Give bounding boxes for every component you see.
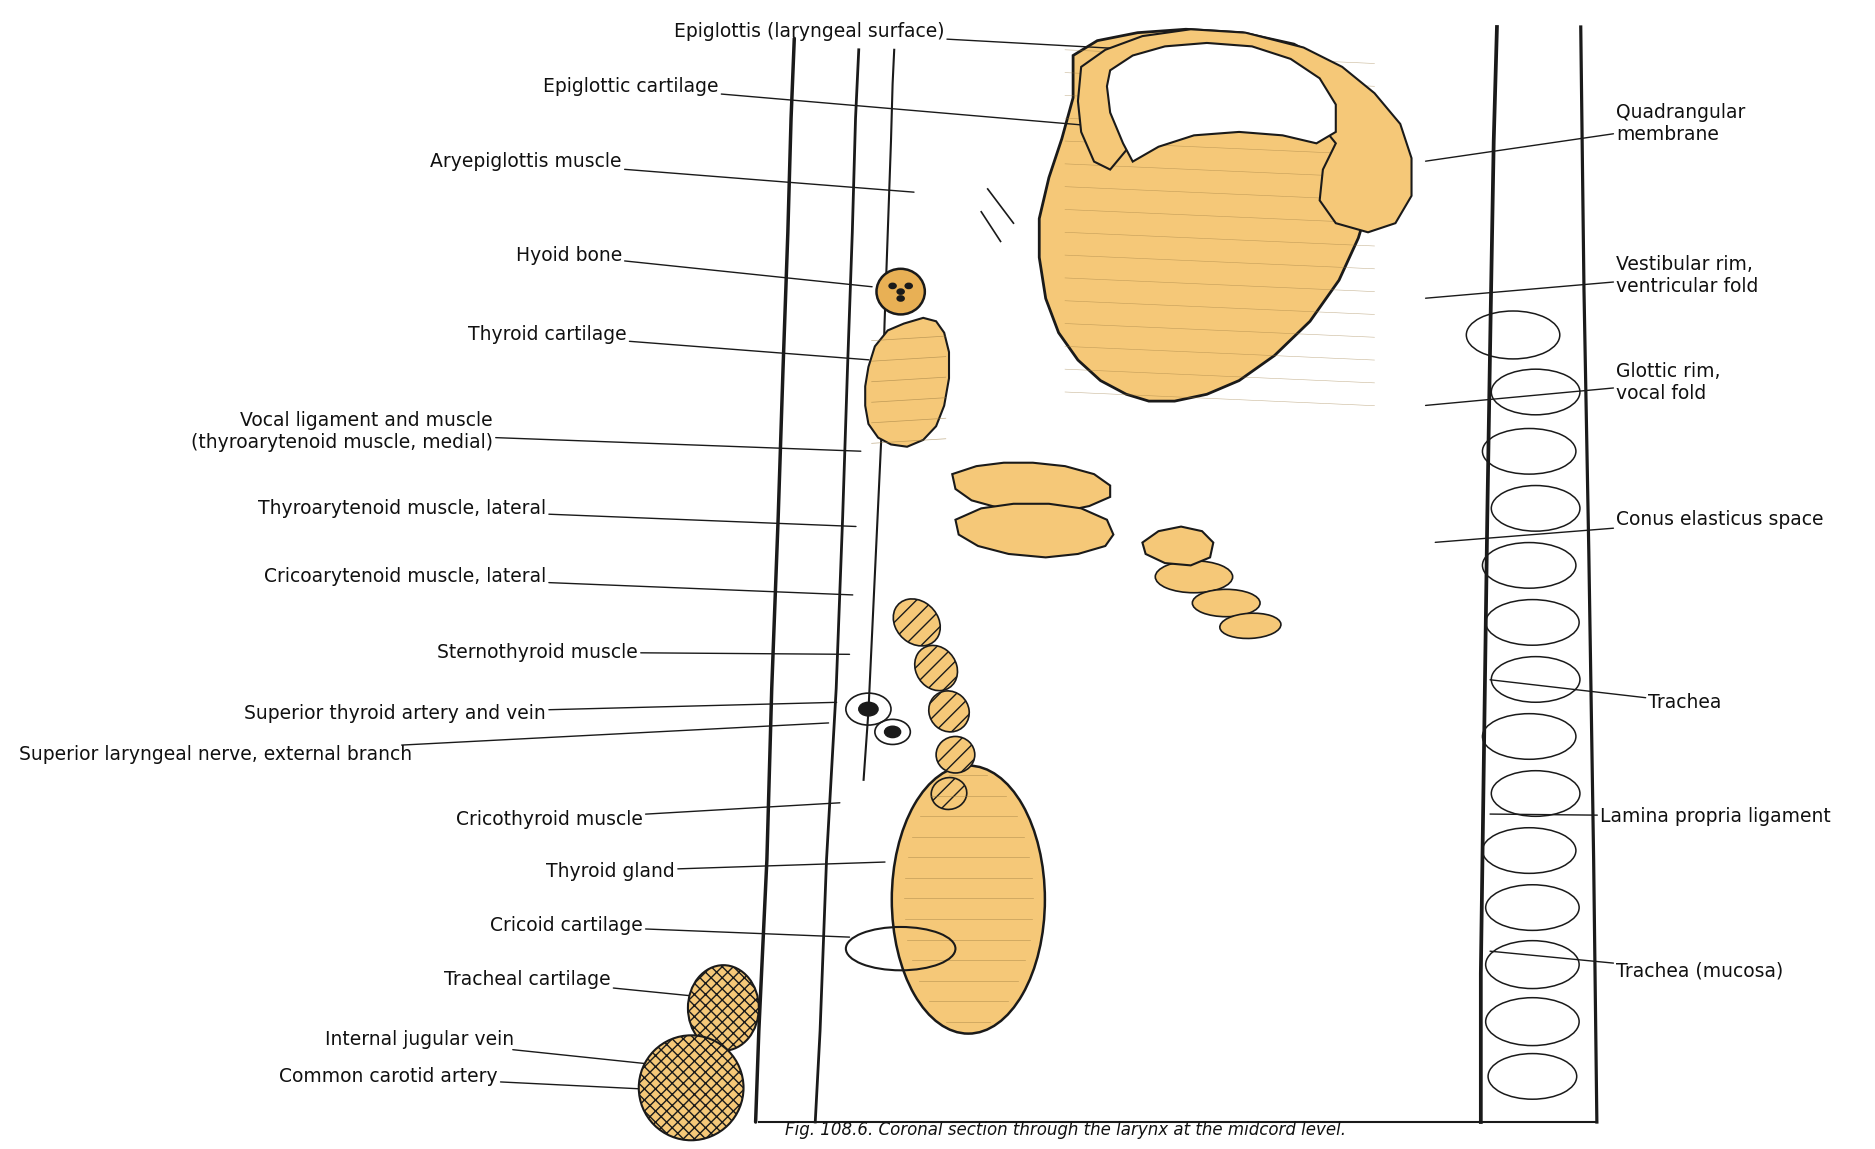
Polygon shape <box>1106 43 1335 162</box>
Text: Hyoid bone: Hyoid bone <box>516 246 872 287</box>
Text: Quadrangular
membrane: Quadrangular membrane <box>1425 103 1746 161</box>
Ellipse shape <box>915 646 958 691</box>
Text: Trachea (mucosa): Trachea (mucosa) <box>1491 951 1783 981</box>
Text: Conus elasticus space: Conus elasticus space <box>1434 510 1824 542</box>
Text: Lamina propria ligament: Lamina propria ligament <box>1491 807 1830 826</box>
Text: Common carotid artery: Common carotid artery <box>279 1067 662 1090</box>
Text: Superior thyroid artery and vein: Superior thyroid artery and vein <box>244 702 836 723</box>
Text: Epiglottis (laryngeal surface): Epiglottis (laryngeal surface) <box>673 22 1221 54</box>
Ellipse shape <box>892 765 1044 1034</box>
Text: Cricothyroid muscle: Cricothyroid muscle <box>456 803 840 830</box>
Text: Cricoid cartilage: Cricoid cartilage <box>489 916 849 938</box>
Text: Cricoarytenoid muscle, lateral: Cricoarytenoid muscle, lateral <box>264 568 853 595</box>
Polygon shape <box>1039 29 1374 401</box>
Text: Internal jugular vein: Internal jugular vein <box>324 1031 656 1065</box>
Text: Tracheal cartilage: Tracheal cartilage <box>444 970 754 1002</box>
Polygon shape <box>956 503 1114 557</box>
Text: Thyroid gland: Thyroid gland <box>546 862 885 880</box>
Ellipse shape <box>906 284 911 288</box>
Ellipse shape <box>876 269 924 315</box>
Ellipse shape <box>928 691 969 732</box>
Ellipse shape <box>1155 561 1232 593</box>
Ellipse shape <box>1192 589 1260 617</box>
Polygon shape <box>1142 526 1213 565</box>
Ellipse shape <box>889 284 896 288</box>
Ellipse shape <box>1221 614 1281 639</box>
Polygon shape <box>1078 29 1412 232</box>
Polygon shape <box>952 463 1110 511</box>
Text: Sternothyroid muscle: Sternothyroid muscle <box>437 642 849 662</box>
Text: Vocal ligament and muscle
(thyroarytenoid muscle, medial): Vocal ligament and muscle (thyroarytenoi… <box>191 411 861 453</box>
Ellipse shape <box>932 778 968 809</box>
Circle shape <box>859 702 878 716</box>
Text: Vestibular rim,
ventricular fold: Vestibular rim, ventricular fold <box>1425 255 1759 299</box>
Text: Thyroid cartilage: Thyroid cartilage <box>469 325 868 360</box>
Ellipse shape <box>898 296 904 301</box>
Text: Epiglottic cartilage: Epiglottic cartilage <box>544 77 1108 128</box>
Ellipse shape <box>688 965 759 1050</box>
Text: Trachea: Trachea <box>1491 680 1721 711</box>
Text: Aryepiglottis muscle: Aryepiglottis muscle <box>431 152 913 192</box>
Ellipse shape <box>936 737 975 773</box>
Text: Fig. 108.6. Coronal section through the larynx at the midcord level.: Fig. 108.6. Coronal section through the … <box>784 1121 1346 1139</box>
Text: Superior laryngeal nerve, external branch: Superior laryngeal nerve, external branc… <box>19 723 829 764</box>
Text: Thyroarytenoid muscle, lateral: Thyroarytenoid muscle, lateral <box>259 499 857 526</box>
Ellipse shape <box>639 1035 744 1140</box>
Text: Glottic rim,
vocal fold: Glottic rim, vocal fold <box>1425 362 1721 406</box>
Ellipse shape <box>892 599 939 646</box>
Circle shape <box>885 726 900 738</box>
Polygon shape <box>864 318 949 447</box>
Ellipse shape <box>898 290 904 294</box>
